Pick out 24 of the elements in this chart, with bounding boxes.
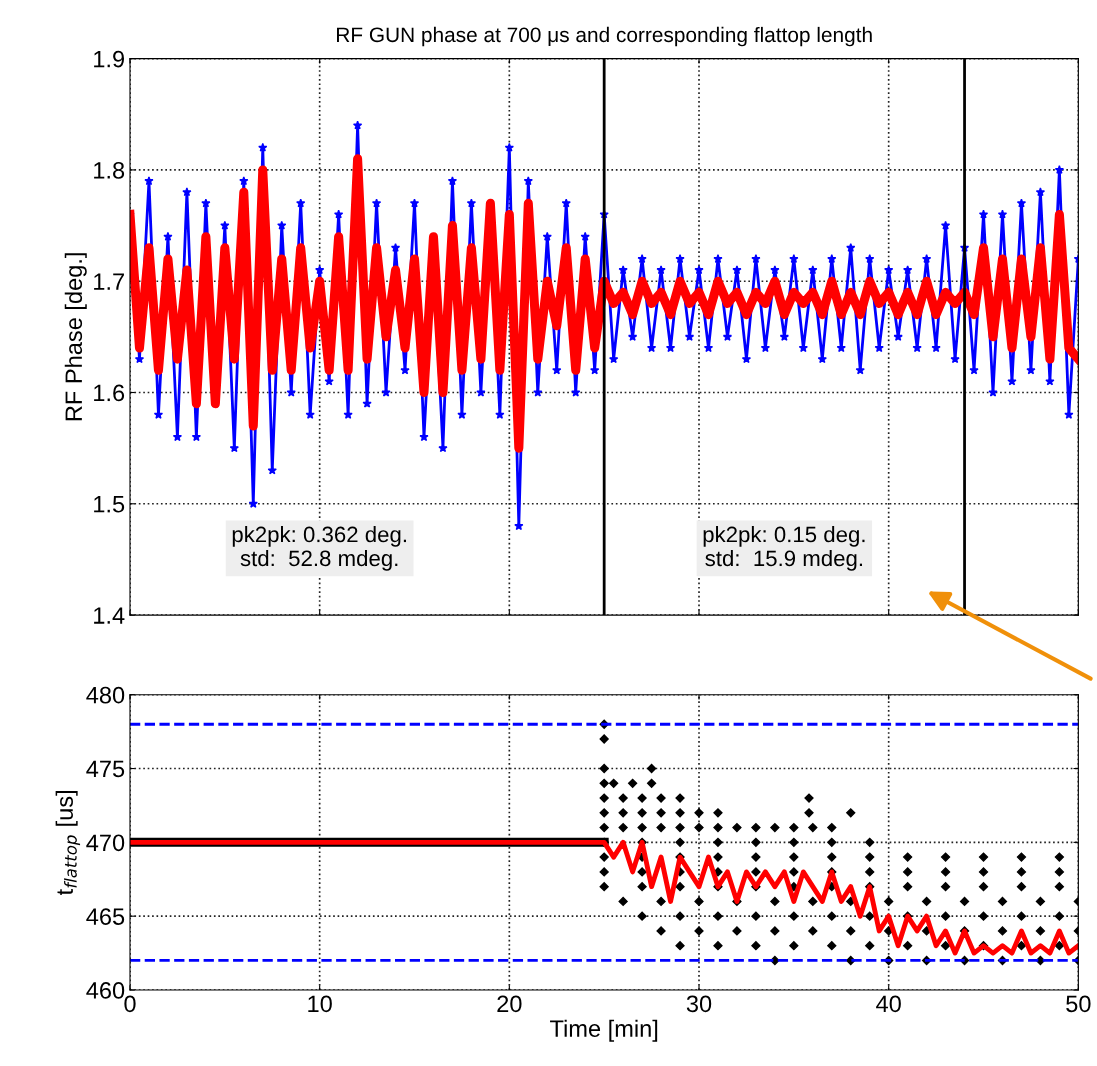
x-tick-label: 0 <box>124 995 136 1013</box>
y-axis-title: t$_{flattop}$ [us] <box>55 791 81 896</box>
x-axis-title: Time [min] <box>550 1019 658 1042</box>
chart-title: RF GUN phase at 700 μs and corresponding flattop length <box>337 26 872 47</box>
x-tick-label: 30 <box>686 995 712 1013</box>
y-tick-label: 1.9 <box>94 50 125 68</box>
y-tick-label: 1.5 <box>94 496 125 513</box>
annotation: pk2pk: 0.362 deg. std: 52.8 mdeg. <box>232 525 406 571</box>
y-tick-label: 1.6 <box>94 384 125 402</box>
y-tick-label: 460 <box>86 982 125 999</box>
y-tick-label: 1.4 <box>94 607 125 624</box>
x-tick-label: 40 <box>876 995 901 1013</box>
annotation: pk2pk: 0.15 deg. std: 15.9 mdeg. <box>703 525 865 571</box>
y-tick-label: 465 <box>86 908 125 925</box>
y-tick-label: 480 <box>86 686 125 704</box>
y-tick-label: 1.8 <box>94 161 125 179</box>
y-tick-label: 1.7 <box>94 273 124 290</box>
line-series <box>129 839 1079 956</box>
x-tick-label: 50 <box>1066 995 1091 1013</box>
x-tick-label: 20 <box>497 995 522 1013</box>
y-tick-label: 470 <box>86 834 125 852</box>
y-axis-title: RF Phase [deg.] <box>64 253 87 421</box>
x-tick-label: 10 <box>308 995 332 1013</box>
y-tick-label: 475 <box>86 760 125 778</box>
